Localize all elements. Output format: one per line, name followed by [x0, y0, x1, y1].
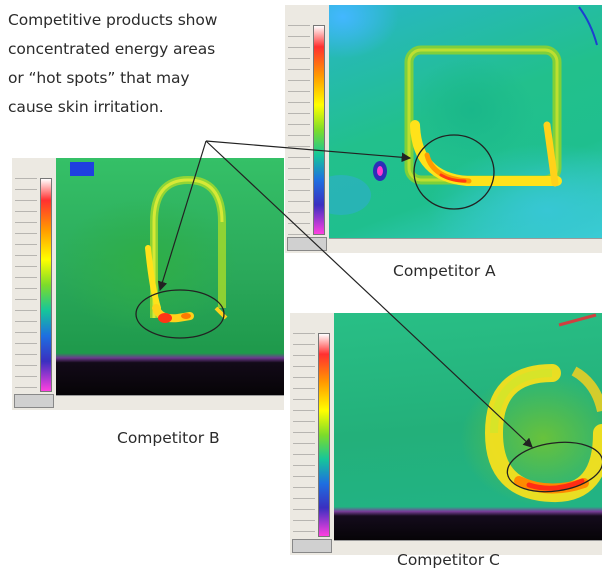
heat-pattern: [311, 6, 598, 215]
status-bar: [329, 238, 602, 253]
intro-line: or “hot spots” that may: [8, 69, 190, 87]
scale-ticks: [15, 178, 37, 392]
status-bar: [334, 540, 602, 555]
intro-line: Competitive products show: [8, 11, 218, 29]
caption-competitor-b: Competitor B: [117, 429, 220, 447]
thermal-field: [56, 158, 284, 396]
intro-line: cause skin irritation.: [8, 98, 164, 116]
scale-header: [289, 7, 325, 25]
intro-text: Competitive products show concentrated e…: [8, 6, 283, 122]
scale-footer: [287, 237, 327, 251]
intro-line: concentrated energy areas: [8, 40, 216, 58]
scale-ticks: [288, 25, 310, 235]
temperature-scale: [12, 158, 57, 410]
temperature-scale: [285, 5, 330, 253]
heat-pattern: [484, 313, 602, 503]
temperature-scale: [290, 313, 335, 555]
scale-ticks: [293, 333, 315, 537]
heat-pattern: [70, 162, 228, 323]
scale-header: [16, 160, 52, 178]
status-bar: [56, 395, 284, 410]
scale-header: [294, 315, 330, 333]
color-scale-bar: [313, 25, 325, 235]
scale-footer: [14, 394, 54, 408]
color-scale-bar: [40, 178, 52, 392]
thermal-image-competitor-c: [290, 313, 602, 555]
color-scale-bar: [318, 333, 330, 537]
caption-competitor-c: Competitor C: [397, 551, 500, 569]
scale-footer: [292, 539, 332, 553]
thermal-field: [311, 5, 602, 239]
thermal-image-competitor-a: [285, 5, 602, 253]
thermal-image-competitor-b: [12, 158, 284, 410]
thermal-field: [334, 313, 602, 541]
caption-competitor-a: Competitor A: [393, 262, 496, 280]
